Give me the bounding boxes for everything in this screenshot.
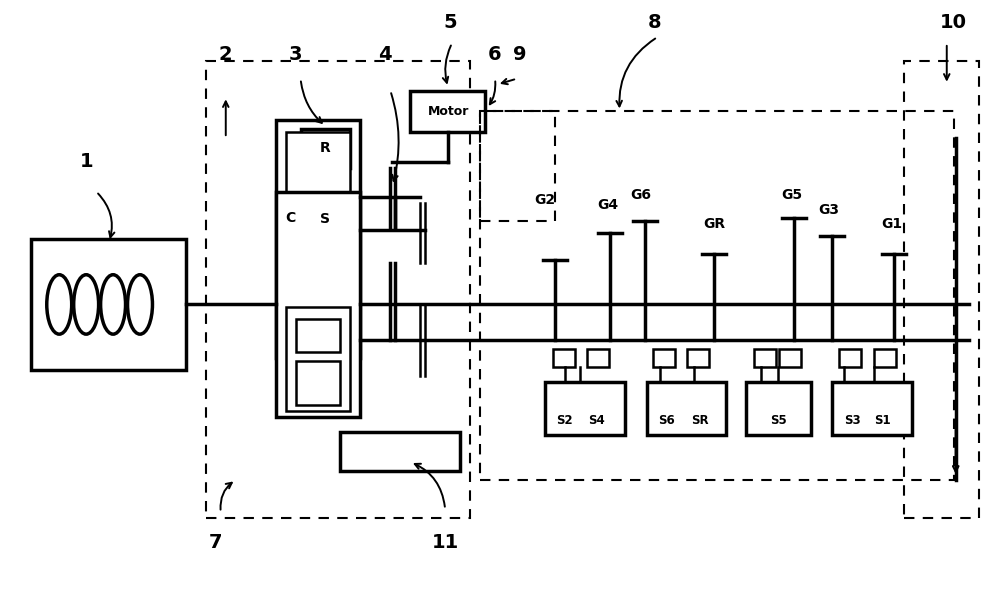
Text: S5: S5 bbox=[770, 414, 787, 427]
Text: 3: 3 bbox=[289, 45, 302, 64]
Text: 1: 1 bbox=[79, 152, 93, 171]
Text: SR: SR bbox=[691, 414, 708, 427]
Text: 8: 8 bbox=[648, 13, 661, 32]
Text: G5: G5 bbox=[782, 187, 803, 202]
Text: S2: S2 bbox=[557, 414, 573, 427]
Text: S1: S1 bbox=[875, 414, 891, 427]
Text: Motor: Motor bbox=[427, 105, 469, 118]
Text: G3: G3 bbox=[819, 203, 840, 217]
Bar bbox=[647, 381, 726, 435]
Bar bbox=[296, 319, 340, 352]
Ellipse shape bbox=[47, 275, 72, 334]
Bar bbox=[874, 349, 896, 367]
Text: C: C bbox=[285, 211, 296, 225]
Text: S: S bbox=[320, 213, 330, 226]
Text: 10: 10 bbox=[940, 13, 967, 32]
Bar bbox=[276, 192, 360, 417]
Bar bbox=[779, 349, 801, 367]
Bar bbox=[286, 132, 350, 355]
Bar bbox=[653, 349, 675, 367]
Bar bbox=[746, 381, 811, 435]
Text: R: R bbox=[320, 141, 331, 155]
Text: 4: 4 bbox=[379, 45, 392, 64]
Text: S3: S3 bbox=[844, 414, 860, 427]
Bar bbox=[687, 349, 709, 367]
Bar bbox=[301, 129, 350, 168]
Bar bbox=[340, 432, 460, 471]
Bar bbox=[587, 349, 609, 367]
Text: S6: S6 bbox=[658, 414, 675, 427]
Text: 11: 11 bbox=[432, 533, 459, 552]
Text: 7: 7 bbox=[209, 533, 223, 552]
Text: G4: G4 bbox=[597, 198, 618, 211]
Ellipse shape bbox=[128, 275, 152, 334]
Bar bbox=[839, 349, 861, 367]
Bar bbox=[276, 120, 360, 358]
Text: 2: 2 bbox=[219, 45, 233, 64]
Bar bbox=[410, 91, 485, 132]
Bar bbox=[754, 349, 776, 367]
Bar bbox=[545, 381, 625, 435]
Bar bbox=[286, 307, 350, 411]
Text: 6: 6 bbox=[488, 45, 502, 64]
Bar bbox=[301, 198, 350, 242]
Bar bbox=[832, 381, 912, 435]
Bar bbox=[31, 239, 186, 370]
Bar bbox=[296, 361, 340, 405]
Ellipse shape bbox=[101, 275, 126, 334]
Bar bbox=[553, 349, 575, 367]
Text: 5: 5 bbox=[443, 13, 457, 32]
Text: G1: G1 bbox=[881, 217, 902, 231]
Text: G6: G6 bbox=[630, 187, 651, 202]
Ellipse shape bbox=[74, 275, 99, 334]
Text: GR: GR bbox=[703, 217, 725, 231]
Text: 9: 9 bbox=[513, 45, 527, 64]
Text: G2: G2 bbox=[534, 193, 555, 207]
Text: S4: S4 bbox=[588, 414, 605, 427]
